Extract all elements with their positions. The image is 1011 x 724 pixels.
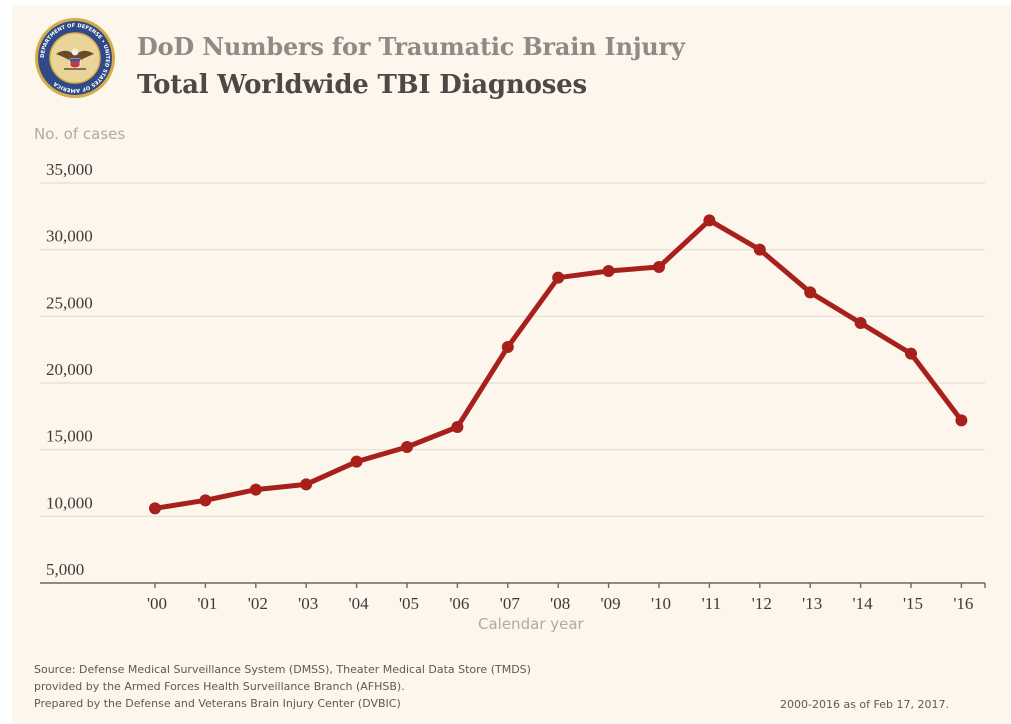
y-tick-label: 30,000 bbox=[46, 227, 93, 246]
data-point bbox=[149, 502, 161, 515]
x-tick-label: '16 bbox=[953, 594, 973, 613]
x-tick-label: '11 bbox=[702, 594, 721, 613]
data-point bbox=[350, 455, 363, 468]
chart-title: DoD Numbers for Traumatic Brain Injury bbox=[137, 32, 685, 61]
x-tick-label: '06 bbox=[449, 594, 469, 613]
dod-seal-logo: DEPARTMENT OF DEFENSE • UNITED STATES OF… bbox=[35, 18, 115, 98]
x-tick-label: '12 bbox=[752, 594, 772, 613]
data-point bbox=[955, 414, 968, 427]
y-tick-label: 15,000 bbox=[46, 427, 93, 446]
x-tick-label: '14 bbox=[853, 594, 874, 613]
y-tick-label: 35,000 bbox=[46, 160, 93, 179]
source-line: Source: Defense Medical Surveillance Sys… bbox=[34, 663, 531, 676]
x-tick-label: '15 bbox=[903, 594, 923, 613]
data-point bbox=[451, 421, 464, 433]
x-tick-label: '08 bbox=[550, 594, 570, 613]
y-tick-label: 5,000 bbox=[46, 560, 84, 579]
x-tick-label: '00 bbox=[147, 594, 167, 613]
source-line: Prepared by the Defense and Veterans Bra… bbox=[34, 697, 401, 710]
data-point bbox=[401, 441, 413, 453]
data-point bbox=[602, 265, 615, 277]
data-point bbox=[552, 271, 565, 284]
data-point bbox=[653, 261, 665, 273]
source-note: Source: Defense Medical Surveillance Sys… bbox=[34, 661, 531, 712]
source-line: provided by the Armed Forces Health Surv… bbox=[34, 680, 405, 693]
data-point bbox=[300, 478, 313, 491]
x-tick-label: '02 bbox=[248, 594, 268, 613]
data-point bbox=[703, 214, 716, 227]
data-point bbox=[501, 341, 514, 353]
chart-card bbox=[12, 5, 1010, 724]
x-tick-label: '05 bbox=[399, 594, 419, 613]
x-tick-label: '07 bbox=[500, 594, 521, 613]
data-point bbox=[854, 317, 867, 329]
y-tick-label: 20,000 bbox=[46, 360, 93, 379]
chart-subtitle: Total Worldwide TBI Diagnoses bbox=[137, 70, 587, 100]
x-tick-label: '10 bbox=[651, 594, 671, 613]
data-point bbox=[804, 286, 817, 299]
x-axis-title: Calendar year bbox=[478, 615, 584, 633]
date-note: 2000-2016 as of Feb 17, 2017. bbox=[780, 698, 949, 711]
data-point bbox=[249, 483, 262, 496]
data-point bbox=[753, 243, 766, 256]
data-point bbox=[905, 347, 917, 360]
x-tick-label: '03 bbox=[298, 594, 318, 613]
series-line bbox=[152, 217, 964, 511]
x-tick-label: '13 bbox=[802, 594, 822, 613]
x-tick-label: '09 bbox=[601, 594, 621, 613]
x-tick-label: '01 bbox=[197, 594, 217, 613]
y-axis-title: No. of cases bbox=[34, 125, 126, 143]
x-tick-label: '04 bbox=[349, 594, 370, 613]
y-tick-label: 10,000 bbox=[46, 493, 93, 512]
y-tick-label: 25,000 bbox=[46, 293, 93, 312]
data-point bbox=[199, 494, 212, 507]
